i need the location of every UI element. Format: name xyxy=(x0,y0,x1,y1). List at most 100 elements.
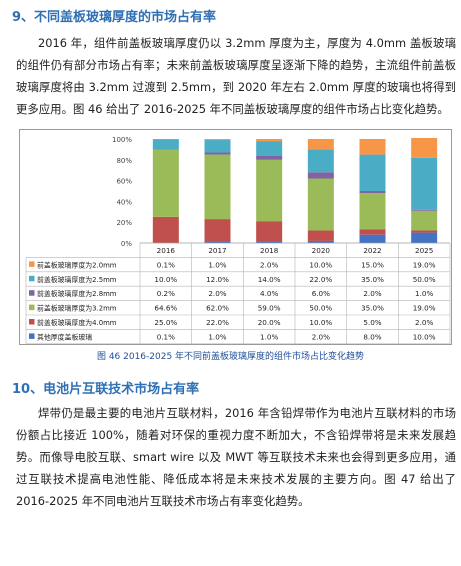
data-label: 62.0% xyxy=(206,304,229,313)
legend-label: 前盖板玻璃厚度为4.0mm xyxy=(37,318,117,327)
data-label: 1.0% xyxy=(208,332,226,341)
bar-segment xyxy=(411,210,438,231)
bar-segment xyxy=(204,154,231,220)
legend-label: 其他厚度盖板玻璃 xyxy=(37,332,92,341)
section-9-heading: 9、不同盖板玻璃厚度的市场占有率 xyxy=(12,10,217,25)
section-9-paragraph: 2016 年，组件前盖板玻璃厚度仍以 3.2mm 厚度为主，厚度为 4.0mm … xyxy=(16,36,456,116)
y-tick-label: 100% xyxy=(112,136,132,144)
data-label: 64.6% xyxy=(154,304,177,313)
bar-segment xyxy=(359,191,386,194)
data-label: 12.0% xyxy=(206,275,229,284)
x-category-label: 2020 xyxy=(312,246,331,255)
legend-swatch xyxy=(29,290,35,296)
bar-segment xyxy=(256,139,283,142)
data-label: 22.0% xyxy=(206,318,229,327)
data-label: 0.1% xyxy=(157,260,175,269)
figure-46-caption: 图 46 2016-2025 年不同前盖板玻璃厚度的组件市场占比变化趋势 xyxy=(96,352,365,362)
x-category-label: 2025 xyxy=(415,246,433,255)
y-tick-label: 20% xyxy=(116,219,132,227)
bar-segment xyxy=(307,178,334,231)
data-label: 1.0% xyxy=(260,332,278,341)
data-label: 0.1% xyxy=(157,332,175,341)
data-label: 15.0% xyxy=(361,260,384,269)
x-category-label: 2022 xyxy=(363,246,381,255)
bar-segment xyxy=(204,219,231,242)
data-label: 2.0% xyxy=(363,289,381,298)
legend-label: 前盖板玻璃厚度为2.5mm xyxy=(37,275,117,284)
section-10-heading: 10、电池片互联技术市场占有率 xyxy=(12,382,200,397)
data-label: 10.0% xyxy=(154,275,177,284)
x-category-label: 2017 xyxy=(208,246,226,255)
bar-segment xyxy=(152,149,179,217)
data-label: 2.0% xyxy=(415,318,433,327)
data-label: 50.0% xyxy=(413,275,436,284)
data-label: 22.0% xyxy=(309,275,332,284)
y-tick-label: 0% xyxy=(121,240,132,248)
y-tick-label: 60% xyxy=(116,178,132,186)
bar-segment xyxy=(256,221,283,242)
data-label: 10.0% xyxy=(309,318,332,327)
legend-label: 前盖板玻璃厚度为3.2mm xyxy=(37,304,117,313)
section-10-paragraph: 焊带仍是最主要的电池片互联材料，2016 年含铅焊带作为电池片互联材料的市场份额… xyxy=(16,406,456,508)
legend-swatch xyxy=(29,333,35,339)
data-label: 50.0% xyxy=(309,304,332,313)
bar-segment xyxy=(307,240,334,243)
bar-segment xyxy=(307,139,334,150)
data-label: 0.2% xyxy=(157,289,175,298)
bar-segment xyxy=(359,139,386,155)
data-label: 10.0% xyxy=(413,332,436,341)
x-category-label: 2018 xyxy=(260,246,279,255)
bar-segment xyxy=(359,154,386,191)
bar-segment xyxy=(256,241,283,243)
bar-segment xyxy=(411,232,438,243)
data-label: 20.0% xyxy=(258,318,281,327)
bar-segment xyxy=(256,155,283,160)
bar-segment xyxy=(359,229,386,235)
data-label: 2.0% xyxy=(312,332,330,341)
data-label: 5.0% xyxy=(363,318,381,327)
x-category-label: 2016 xyxy=(157,246,176,255)
stacked-bar-chart: 0% 20% 40% 60% 80% 100% 2016 2017 2018 2020 2022 20… xyxy=(25,136,451,344)
bar-segment xyxy=(204,152,231,155)
bar-segment xyxy=(256,141,283,156)
y-tick-label: 40% xyxy=(116,198,132,206)
data-label: 2.0% xyxy=(208,289,226,298)
legend-label: 前盖板玻璃厚度为2.8mm xyxy=(37,289,117,298)
figure-46: 0% 20% 40% 60% 80% 100% 2016 2017 2018 2020 2022 20… xyxy=(19,129,452,345)
data-label: 35.0% xyxy=(361,304,384,313)
data-label: 10.0% xyxy=(309,260,332,269)
data-label: 35.0% xyxy=(361,275,384,284)
bar-segment xyxy=(411,137,438,158)
data-label: 25.0% xyxy=(154,318,177,327)
bar-segment xyxy=(256,159,283,222)
bar-segment xyxy=(152,216,179,243)
bar-segment xyxy=(411,157,438,210)
bar-segment xyxy=(359,193,386,230)
data-label: 6.0% xyxy=(312,289,330,298)
legend-swatch xyxy=(29,304,35,311)
data-label: 8.0% xyxy=(363,332,381,341)
bar-segment xyxy=(204,140,231,153)
data-label: 19.0% xyxy=(413,304,436,313)
bar-segment xyxy=(411,230,438,233)
data-label: 2.0% xyxy=(260,260,278,269)
bar-segment xyxy=(152,139,179,150)
legend-swatch xyxy=(29,319,35,325)
data-label: 1.0% xyxy=(208,260,226,269)
bar-segment xyxy=(204,241,231,243)
data-label: 1.0% xyxy=(415,289,433,298)
bar-segment xyxy=(307,172,334,179)
data-label: 19.0% xyxy=(413,260,436,269)
bar-segment xyxy=(307,149,334,173)
legend-label: 前盖板玻璃厚度为2.0mm xyxy=(37,260,117,269)
bar-segment xyxy=(359,234,386,243)
bar-segment xyxy=(307,230,334,241)
legend-swatch xyxy=(29,275,35,282)
legend-swatch xyxy=(29,261,35,267)
bar-segment xyxy=(411,209,438,211)
y-tick-label: 80% xyxy=(116,157,132,165)
data-label: 59.0% xyxy=(258,304,281,313)
bar-segment xyxy=(204,139,231,141)
data-label: 14.0% xyxy=(258,275,281,284)
data-label: 4.0% xyxy=(260,289,278,298)
